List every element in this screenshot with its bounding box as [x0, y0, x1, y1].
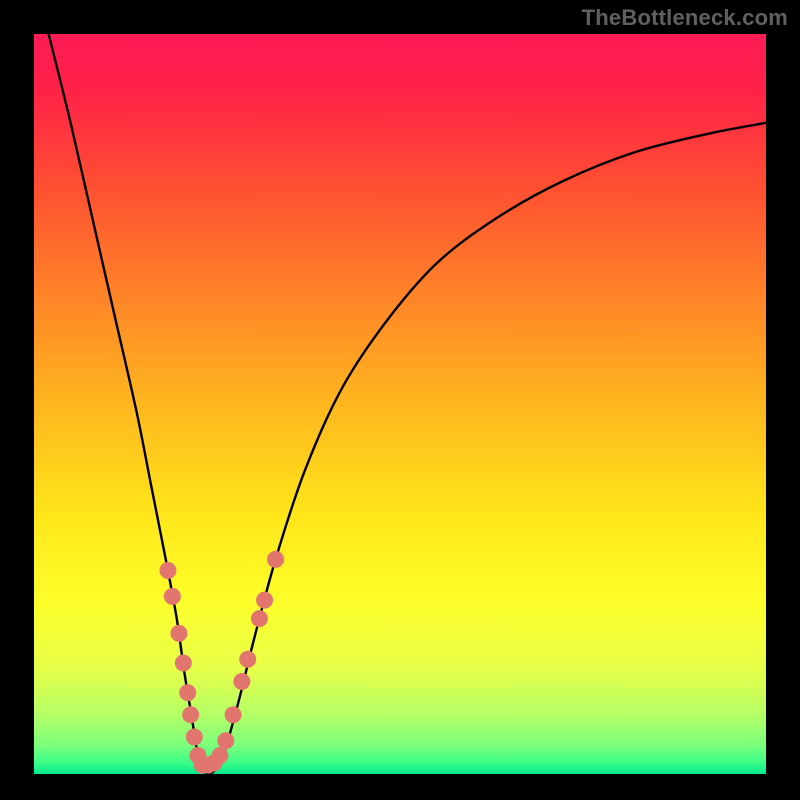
plot-svg: [34, 34, 766, 774]
data-marker: [159, 562, 176, 579]
data-marker: [170, 625, 187, 642]
data-marker: [182, 706, 199, 723]
data-marker: [225, 706, 242, 723]
data-marker: [211, 747, 228, 764]
plot-area: [34, 34, 766, 774]
data-marker: [217, 732, 234, 749]
data-marker: [256, 592, 273, 609]
data-marker: [267, 551, 284, 568]
data-marker: [164, 588, 181, 605]
data-marker: [175, 655, 192, 672]
data-marker: [233, 673, 250, 690]
data-marker: [179, 684, 196, 701]
data-marker: [186, 729, 203, 746]
bottleneck-chart: TheBottleneck.com: [0, 0, 800, 800]
data-marker: [239, 651, 256, 668]
watermark-text: TheBottleneck.com: [582, 5, 788, 31]
data-marker: [251, 610, 268, 627]
